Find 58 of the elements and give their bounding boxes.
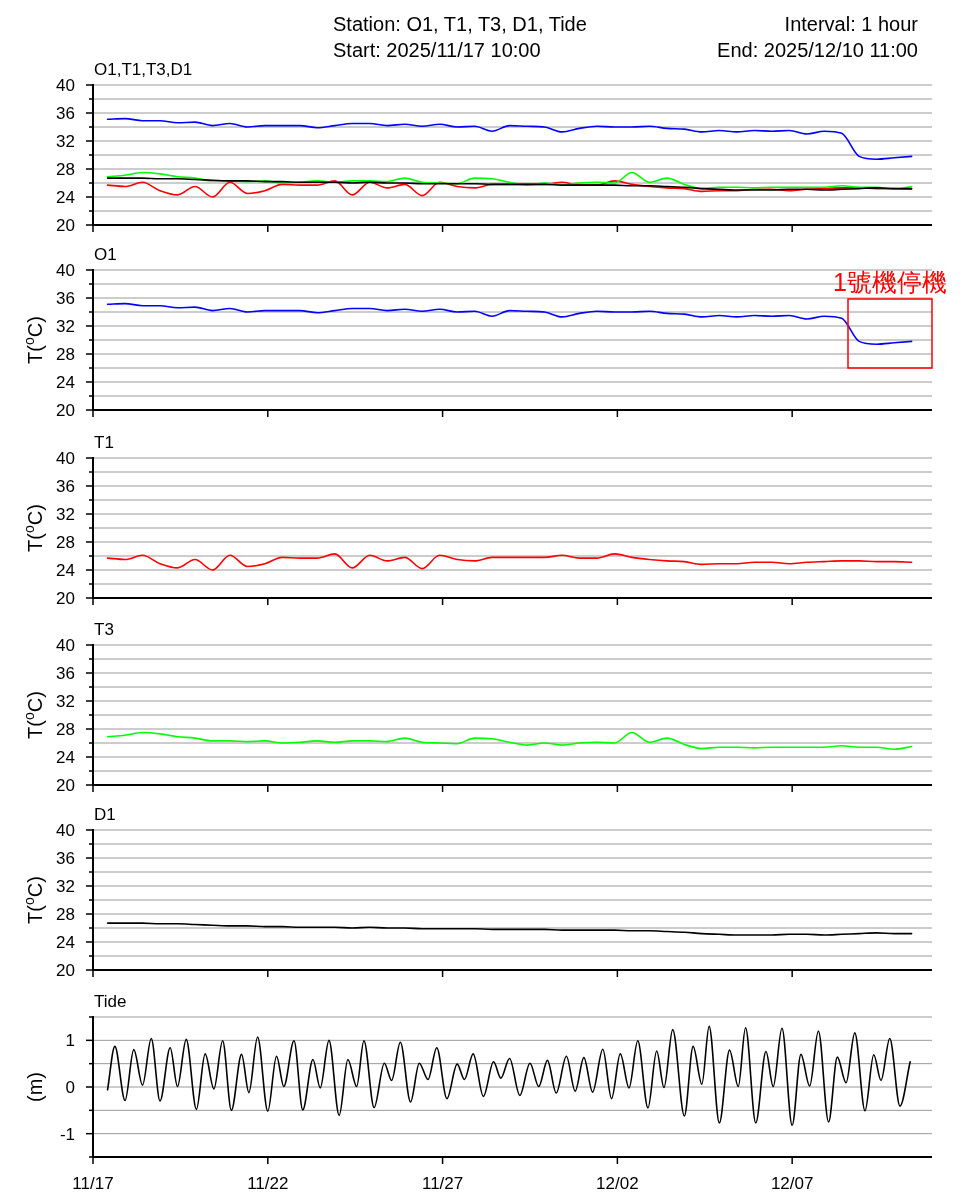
line-series (106, 117, 913, 160)
y-tick-label: 24 (56, 933, 75, 952)
line-series (106, 553, 913, 571)
x-tick-label: 11/17 (72, 1174, 114, 1193)
y-tick-label: 40 (56, 449, 75, 468)
y-tick-label: 28 (56, 160, 75, 179)
y-tick-label: 20 (56, 776, 75, 795)
y-tick-label: 0 (65, 1078, 75, 1097)
line-series (106, 922, 913, 936)
chart-title: T1 (94, 433, 114, 452)
line-series (106, 302, 913, 345)
y-tick-label: 32 (56, 132, 75, 151)
y-tick-label: 32 (56, 317, 75, 336)
y-tick-label: 28 (56, 905, 75, 924)
y-tick-label: 24 (56, 373, 75, 392)
y-tick-label: 20 (56, 589, 75, 608)
x-tick-label: 11/27 (421, 1174, 464, 1193)
y-tick-label: 36 (56, 849, 75, 868)
text: End: 2025/12/10 11:00 (717, 39, 918, 61)
line-series (106, 731, 913, 751)
annotation: 1號機停機 (833, 268, 947, 296)
y-tick-label: -1 (59, 1124, 75, 1144)
y-tick-label: 36 (56, 477, 75, 496)
y-tick-label: 20 (56, 961, 75, 980)
y-tick-label: 32 (56, 505, 75, 524)
y-tick-label: 36 (56, 104, 75, 123)
y-tick-label: 20 (56, 216, 75, 235)
text: Interval: 1 hour (784, 13, 919, 35)
y-tick-label: 1 (65, 1031, 75, 1051)
chart-title: O1 (94, 245, 117, 264)
y-tick-label: 40 (56, 76, 75, 95)
chart-title: Tide (94, 992, 127, 1011)
chart-title: D1 (94, 805, 116, 824)
text: Start: 2025/11/17 10:00 (333, 39, 541, 61)
y-tick-label: 24 (56, 188, 75, 207)
y-tick-label: 20 (56, 401, 75, 420)
y-axis-title: (m) (24, 1072, 46, 1102)
chart-title: T3 (94, 620, 114, 639)
y-tick-label: 28 (56, 345, 75, 364)
x-tick-label: 12/02 (596, 1174, 639, 1193)
y-tick-label: 36 (56, 664, 75, 683)
y-tick-label: 28 (56, 533, 75, 552)
line-series (106, 1025, 911, 1127)
y-tick-label: 36 (56, 289, 75, 308)
y-tick-label: 40 (56, 261, 75, 280)
y-tick-label: 24 (56, 561, 75, 580)
y-tick-label: 28 (56, 720, 75, 739)
line-series (106, 177, 913, 191)
line-series (106, 171, 913, 191)
y-tick-label: 32 (56, 692, 75, 711)
text: Station: O1, T1, T3, D1, Tide (333, 13, 587, 35)
x-tick-label: 11/22 (247, 1174, 289, 1193)
y-tick-label: 24 (56, 748, 75, 767)
y-tick-label: 40 (56, 636, 75, 655)
x-tick-label: 12/07 (770, 1174, 814, 1193)
y-tick-label: 32 (56, 877, 75, 896)
chart-title: O1,T1,T3,D1 (94, 60, 193, 79)
y-tick-label: 40 (56, 821, 75, 840)
